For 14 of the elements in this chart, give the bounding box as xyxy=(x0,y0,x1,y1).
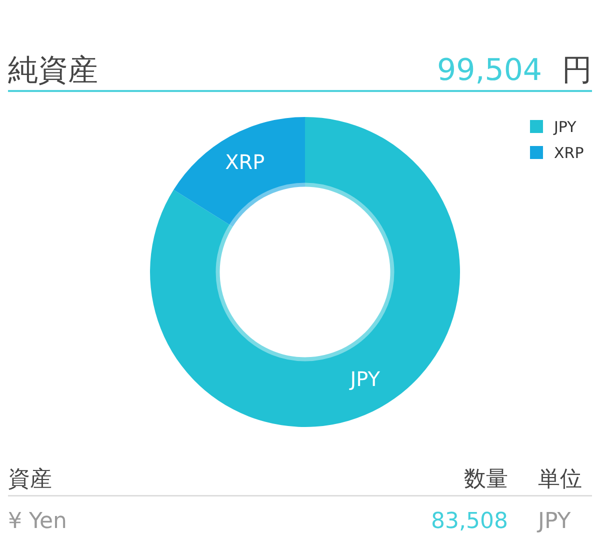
text: 資産 xyxy=(8,467,52,492)
slice-label: JPY xyxy=(348,366,381,391)
chart-subtitle: 99,504 円 xyxy=(437,53,592,88)
donut-slice xyxy=(174,117,305,227)
text: 単位 xyxy=(538,467,582,492)
text: 83,508 xyxy=(431,509,508,534)
text: JPY xyxy=(536,509,572,534)
text: 数量 xyxy=(464,467,508,492)
slice-label: XRP xyxy=(225,150,265,174)
text: ¥ Yen xyxy=(8,509,67,534)
chart-title: 純資産 xyxy=(8,53,98,88)
donut-slice xyxy=(150,117,460,427)
legend-label: XRP xyxy=(554,144,584,162)
legend-label: JPY xyxy=(553,118,578,136)
